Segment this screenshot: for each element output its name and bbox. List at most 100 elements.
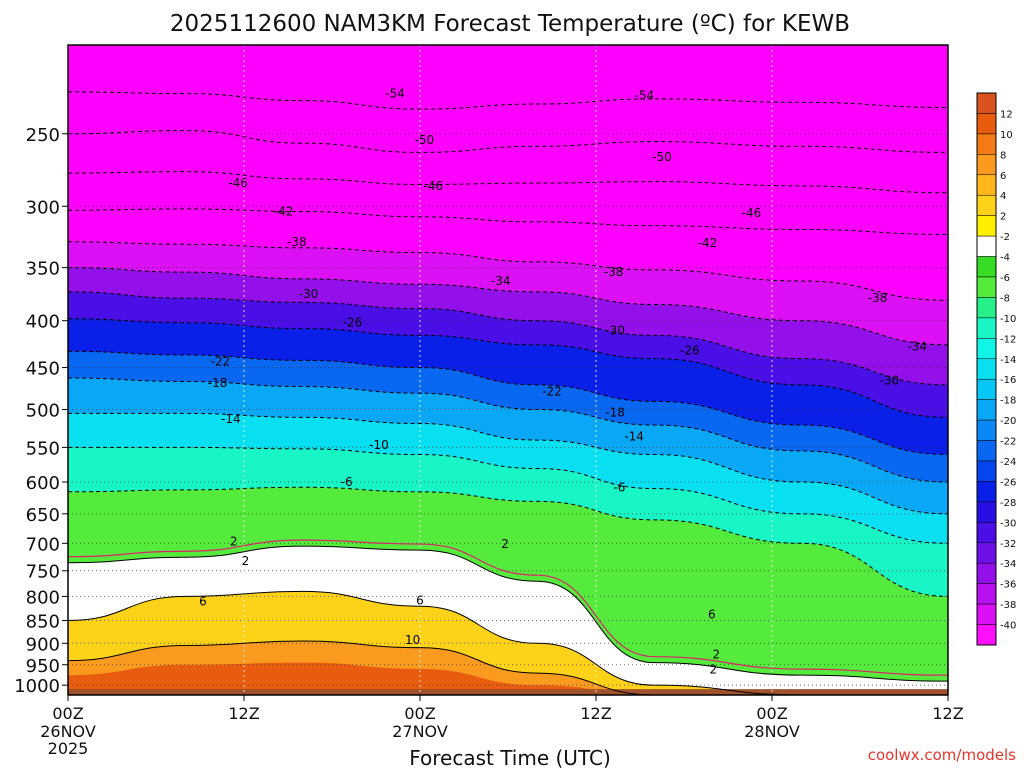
contour-label: -54 [635, 88, 655, 102]
colorbar-swatch [976, 440, 997, 462]
y-tick-label: 450 [26, 359, 60, 380]
contour-label: -50 [415, 133, 435, 147]
isotherm-line [68, 350, 948, 456]
contour-label: 2 [230, 535, 238, 549]
colorbar-swatch [976, 256, 997, 278]
colorbar-label: -34 [1000, 559, 1016, 570]
contour-label: -14 [221, 412, 241, 426]
y-tick-label: 350 [26, 259, 60, 280]
colorbar-label: 6 [1000, 171, 1006, 182]
y-tick-label: 850 [26, 612, 60, 633]
contour-label: -54 [385, 87, 405, 101]
colorbar-label: -36 [1000, 580, 1016, 591]
colorbar-swatch [976, 542, 997, 564]
colorbar-swatch [976, 583, 997, 605]
colorbar-swatch [976, 276, 997, 298]
isotherm-line [68, 241, 948, 301]
x-tick-label: 12Z [228, 704, 259, 723]
contour-label: -18 [605, 406, 625, 420]
colorbar-label: -28 [1000, 498, 1016, 509]
x-tick-label: 00Z [404, 704, 435, 723]
y-tick-label: 600 [26, 473, 60, 494]
plot-frame [67, 44, 949, 696]
isotherm-line [68, 91, 948, 110]
colorbar-label: -14 [1000, 355, 1016, 366]
x-tick-date: 26NOV [40, 722, 96, 741]
colorbar-swatch [976, 501, 997, 523]
colorbar-label: -32 [1000, 539, 1016, 550]
colorbar-swatch [976, 317, 997, 339]
contour-labels: -54 -54 -50 -50 -46 -46 -46 -42 -42 -38 -38 -38 -34 -… [199, 87, 927, 677]
contour-label: 6 [416, 593, 424, 607]
y-tick-label: 1000 [14, 676, 60, 697]
isotherm-line [68, 486, 948, 597]
colorbar-label: 10 [1000, 130, 1013, 141]
contour-label: -42 [698, 236, 718, 250]
colorbar-swatch [976, 297, 997, 319]
contour-label: -30 [880, 374, 900, 388]
isotherm-line [68, 318, 948, 418]
colorbar-label: -16 [1000, 375, 1016, 386]
contour-label: 6 [199, 594, 207, 608]
grid-lines [68, 45, 948, 695]
temp-band [68, 662, 948, 695]
isotherm-line [68, 377, 948, 483]
colorbar-swatch [976, 92, 997, 114]
colorbar-swatch [976, 481, 997, 503]
colorbar-label: -26 [1000, 477, 1016, 488]
colorbar-label: 12 [1000, 109, 1013, 120]
colorbar-swatch [976, 419, 997, 441]
colorbar-label: 2 [1000, 212, 1006, 223]
colorbar-label: -12 [1000, 334, 1016, 345]
contour-label: -14 [624, 429, 644, 443]
x-tick-label: 00Z [756, 704, 787, 723]
freezing-line [68, 539, 948, 676]
x-tick-label: 12Z [580, 704, 611, 723]
colorbar-label: -22 [1000, 437, 1016, 448]
contour-label: -26 [680, 343, 700, 357]
x-tick-label: 12Z [932, 704, 963, 723]
y-tick-label: 400 [26, 312, 60, 333]
contour-label: -18 [208, 376, 228, 390]
y-tick-label: 250 [26, 125, 60, 146]
colorbar-label: -18 [1000, 396, 1016, 407]
y-tick-label: 900 [26, 634, 60, 655]
contour-label: 6 [708, 607, 716, 621]
colorbar-swatch [976, 378, 997, 400]
colorbar-label: 4 [1000, 191, 1006, 202]
y-tick-label: 550 [26, 438, 60, 459]
colorbar-label: -38 [1000, 600, 1016, 611]
contour-label: -30 [605, 324, 625, 338]
colorbar-frame [976, 92, 997, 646]
colorbar: 12 10 8 6 4 2 -2 -4 -6 -8 -10 -12 -14 -16 -18 -20 -22 -24… [976, 92, 1016, 646]
colorbar-swatch [976, 603, 997, 625]
contour-label: -38 [604, 265, 624, 279]
colorbar-label: -6 [1000, 273, 1010, 284]
y-tick-label: 500 [26, 400, 60, 421]
x-tick-label: 00Z [52, 704, 83, 723]
colorbar-label: -40 [1000, 621, 1016, 632]
colorbar-swatch [976, 194, 997, 216]
credit-text[interactable]: coolwx.com/models [868, 746, 1016, 764]
isotherm-line [68, 208, 948, 235]
isotherm-line [68, 267, 948, 346]
y-tick-label: 950 [26, 656, 60, 677]
colorbar-label: -2 [1000, 232, 1010, 243]
ground-surface [68, 689, 948, 695]
colorbar-swatch [976, 358, 997, 380]
contour-label: -38 [868, 291, 888, 305]
contour-label: -50 [652, 150, 672, 164]
isotherm-line [68, 640, 948, 695]
contour-label: -26 [343, 316, 363, 330]
contour-label: -46 [228, 176, 248, 190]
colorbar-label: -30 [1000, 518, 1016, 529]
colorbar-label: 8 [1000, 150, 1006, 161]
contour-label: -30 [299, 287, 319, 301]
y-tick-label: 750 [26, 562, 60, 583]
contour-label: -46 [423, 179, 443, 193]
isotherm-line [68, 545, 948, 682]
y-tick-label: 700 [26, 534, 60, 555]
contour-label: 2 [242, 554, 250, 568]
